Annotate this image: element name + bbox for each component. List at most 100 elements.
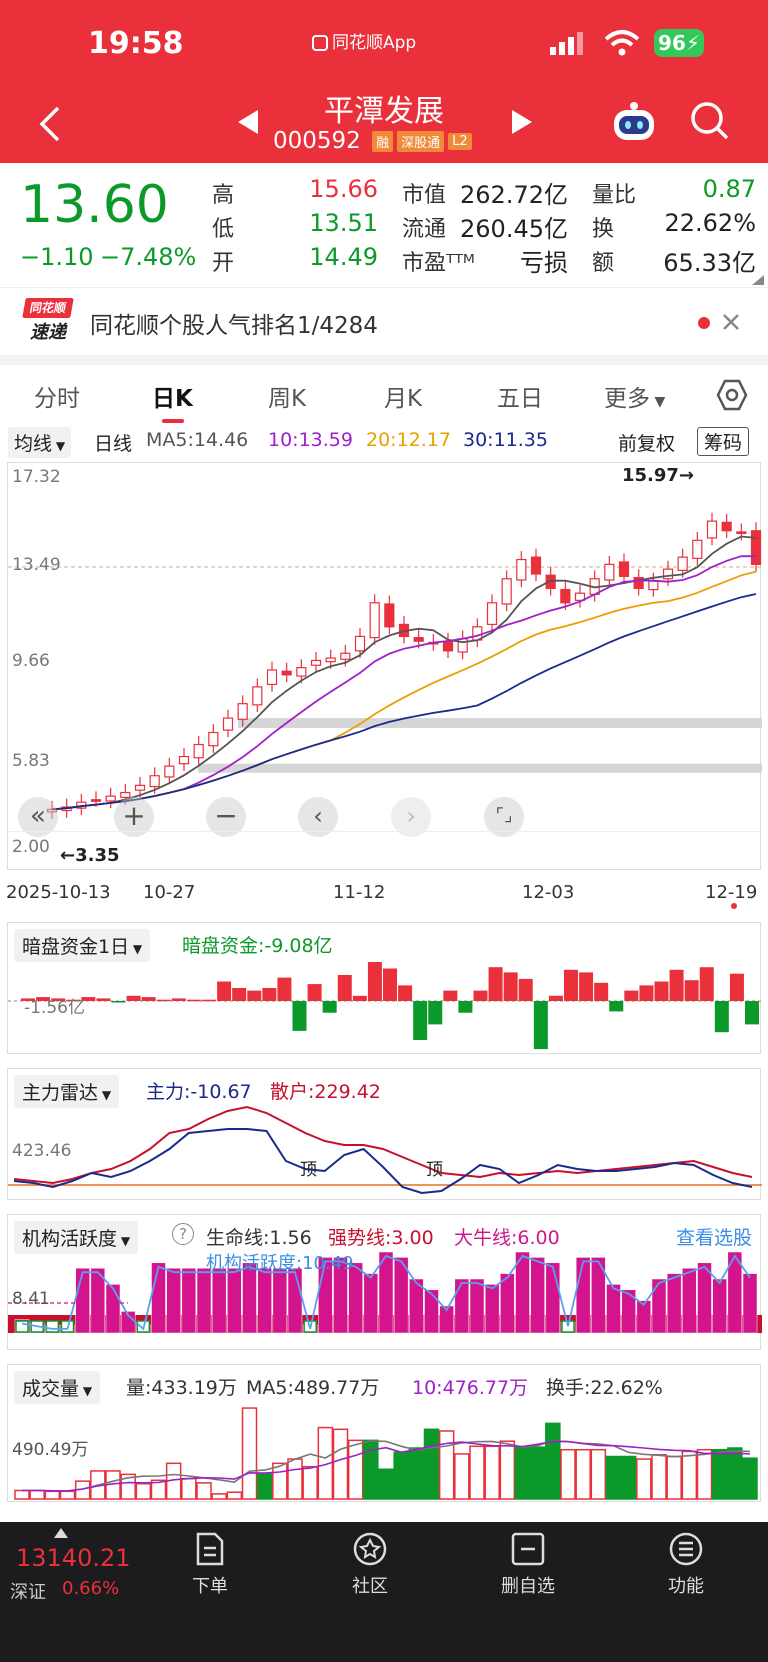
next-stock-icon[interactable] <box>510 110 532 134</box>
volume-bar <box>120 1473 136 1500</box>
activity-bar <box>242 1262 257 1334</box>
dark-pool-bar <box>714 1001 729 1033</box>
volume-bar <box>560 1448 576 1500</box>
candle <box>369 602 380 639</box>
next-icon[interactable]: › <box>391 797 431 837</box>
volume-bar <box>499 1440 516 1500</box>
adjust-label[interactable]: 前复权 <box>618 433 676 455</box>
search-icon[interactable] <box>690 101 730 141</box>
tab-weekly-k[interactable]: 周K <box>268 386 307 412</box>
chips-button[interactable]: 筹码 <box>697 427 750 456</box>
dark-pool-bar <box>564 969 578 1001</box>
life-line-value: 生命线:1.56 <box>206 1227 312 1249</box>
dark-pool-bar <box>352 995 367 1001</box>
news-banner[interactable]: 同花顺 速递 同花顺个股人气排名1/4284 <box>0 287 768 355</box>
index-value[interactable]: 13140.21 <box>16 1544 131 1572</box>
tab-daily-k[interactable]: 日K <box>152 386 193 412</box>
dropdown-icon: ▼ <box>650 394 666 410</box>
expand-corner-icon[interactable] <box>752 275 764 285</box>
kline-chart[interactable]: 17.32 13.49 9.66 5.83 2.00 15.97→ ←3.35 … <box>7 462 762 870</box>
candle <box>120 791 131 798</box>
resistance-band <box>238 718 762 729</box>
prev-stock-icon[interactable] <box>238 110 260 134</box>
activity-value: 机构活跃度:10.49 <box>206 1253 354 1274</box>
candle <box>178 755 190 765</box>
main-radar-panel[interactable]: 主力雷达 ▼ 主力:-10.67 散户:229.42 423.46 顶 顶 <box>7 1068 762 1200</box>
volume-bars <box>14 1407 758 1500</box>
candle <box>633 576 644 589</box>
volume-ref: 490.49万 <box>12 1440 89 1460</box>
open-label: 开 <box>212 251 235 276</box>
last-price: 13.60 <box>20 175 169 235</box>
view-picks-link[interactable]: 查看选股 <box>676 1227 753 1249</box>
institution-selector[interactable]: 机构活跃度 ▼ <box>14 1221 139 1254</box>
robot-assistant-icon[interactable] <box>610 98 658 144</box>
activity-bar <box>393 1257 409 1334</box>
fullscreen-icon[interactable]: ⌜⌟ <box>484 797 524 837</box>
activity-bar <box>697 1262 712 1334</box>
bull-line-value: 大牛线:6.00 <box>454 1227 560 1249</box>
activity-bar <box>484 1284 500 1334</box>
close-icon[interactable] <box>722 313 740 331</box>
min-price-label: ←3.35 <box>60 845 120 866</box>
volume-bar <box>711 1448 728 1500</box>
settings-hex-icon[interactable] <box>716 379 748 411</box>
radar-selector[interactable]: 主力雷达 ▼ <box>14 1075 120 1108</box>
dark-pool-bar <box>202 999 216 1002</box>
candle <box>281 670 292 676</box>
remove-watchlist-button[interactable]: 删自选 <box>478 1532 578 1598</box>
dark-pool-selector[interactable]: 暗盘资金1日 ▼ <box>14 929 151 962</box>
volume-panel[interactable]: 成交量 ▼ 量:433.19万 MA5:489.77万 10:476.77万 换… <box>7 1364 761 1502</box>
dark-pool-bar <box>473 990 488 1001</box>
tag-connect: 深股通 <box>397 131 445 152</box>
status-bar: 19:58 同花顺App 96⚡ <box>0 0 768 84</box>
activity-bar <box>409 1278 424 1334</box>
zoom-in-icon[interactable]: + <box>114 797 154 837</box>
dark-pool-bar <box>503 972 518 1001</box>
activity-bar <box>712 1278 727 1334</box>
function-button[interactable]: 功能 <box>636 1532 736 1598</box>
candle <box>193 743 204 759</box>
wifi-icon <box>604 30 640 56</box>
tab-monthly-k[interactable]: 月K <box>384 386 423 412</box>
high-value: 15.66 <box>309 175 378 203</box>
indicator-selector[interactable]: 均线 ▼ <box>8 427 72 458</box>
volume-bar <box>211 1493 227 1500</box>
dark-pool-bar <box>609 1001 624 1012</box>
tab-more[interactable]: 更多 ▼ <box>604 386 666 412</box>
prev-icon[interactable]: ‹ <box>298 797 338 837</box>
order-button[interactable]: 下单 <box>160 1532 260 1598</box>
volume-bar <box>59 1490 76 1500</box>
community-button[interactable]: 社区 <box>320 1532 420 1598</box>
volume-bar <box>14 1489 30 1500</box>
candle <box>530 556 542 575</box>
zoom-out-icon[interactable]: − <box>206 797 246 837</box>
kline-y-label: 2.00 <box>12 837 50 857</box>
app-logo-icon <box>312 35 328 51</box>
candle <box>149 775 160 788</box>
double-left-icon[interactable]: « <box>18 797 58 837</box>
nav-bar: 平潭发展 000592 融深股通 L2 <box>0 84 768 163</box>
activity-bar <box>151 1262 166 1334</box>
menu-icon <box>669 1532 703 1566</box>
activity-bar <box>439 1305 454 1334</box>
dark-pool-bar <box>171 998 186 1001</box>
mcap-label: 市值 <box>402 183 447 208</box>
unread-dot <box>698 317 710 329</box>
x-axis-label: 11-12 <box>333 882 386 903</box>
dark-pool-panel[interactable]: 暗盘资金1日 ▼ 暗盘资金:-9.08亿 -1.56亿 <box>7 922 762 1054</box>
volume-bar <box>696 1448 713 1500</box>
radar-lines <box>8 1105 762 1195</box>
institution-panel[interactable]: 机构活跃度 ▼ ? 生命线:1.56 强势线:3.00 大牛线:6.00 查看选… <box>7 1214 762 1350</box>
candle <box>237 703 248 720</box>
candle <box>134 784 146 791</box>
tab-intraday[interactable]: 分时 <box>34 386 80 412</box>
help-icon[interactable]: ? <box>172 1223 194 1245</box>
retail-line <box>13 1105 753 1185</box>
main-force-value: 主力:-10.67 <box>146 1081 252 1103</box>
tab-five-day[interactable]: 五日 <box>497 386 543 412</box>
volume-selector[interactable]: 成交量 ▼ <box>14 1371 101 1404</box>
activity-bar <box>166 1267 181 1334</box>
back-icon[interactable] <box>38 104 62 144</box>
activity-bar <box>90 1267 106 1334</box>
